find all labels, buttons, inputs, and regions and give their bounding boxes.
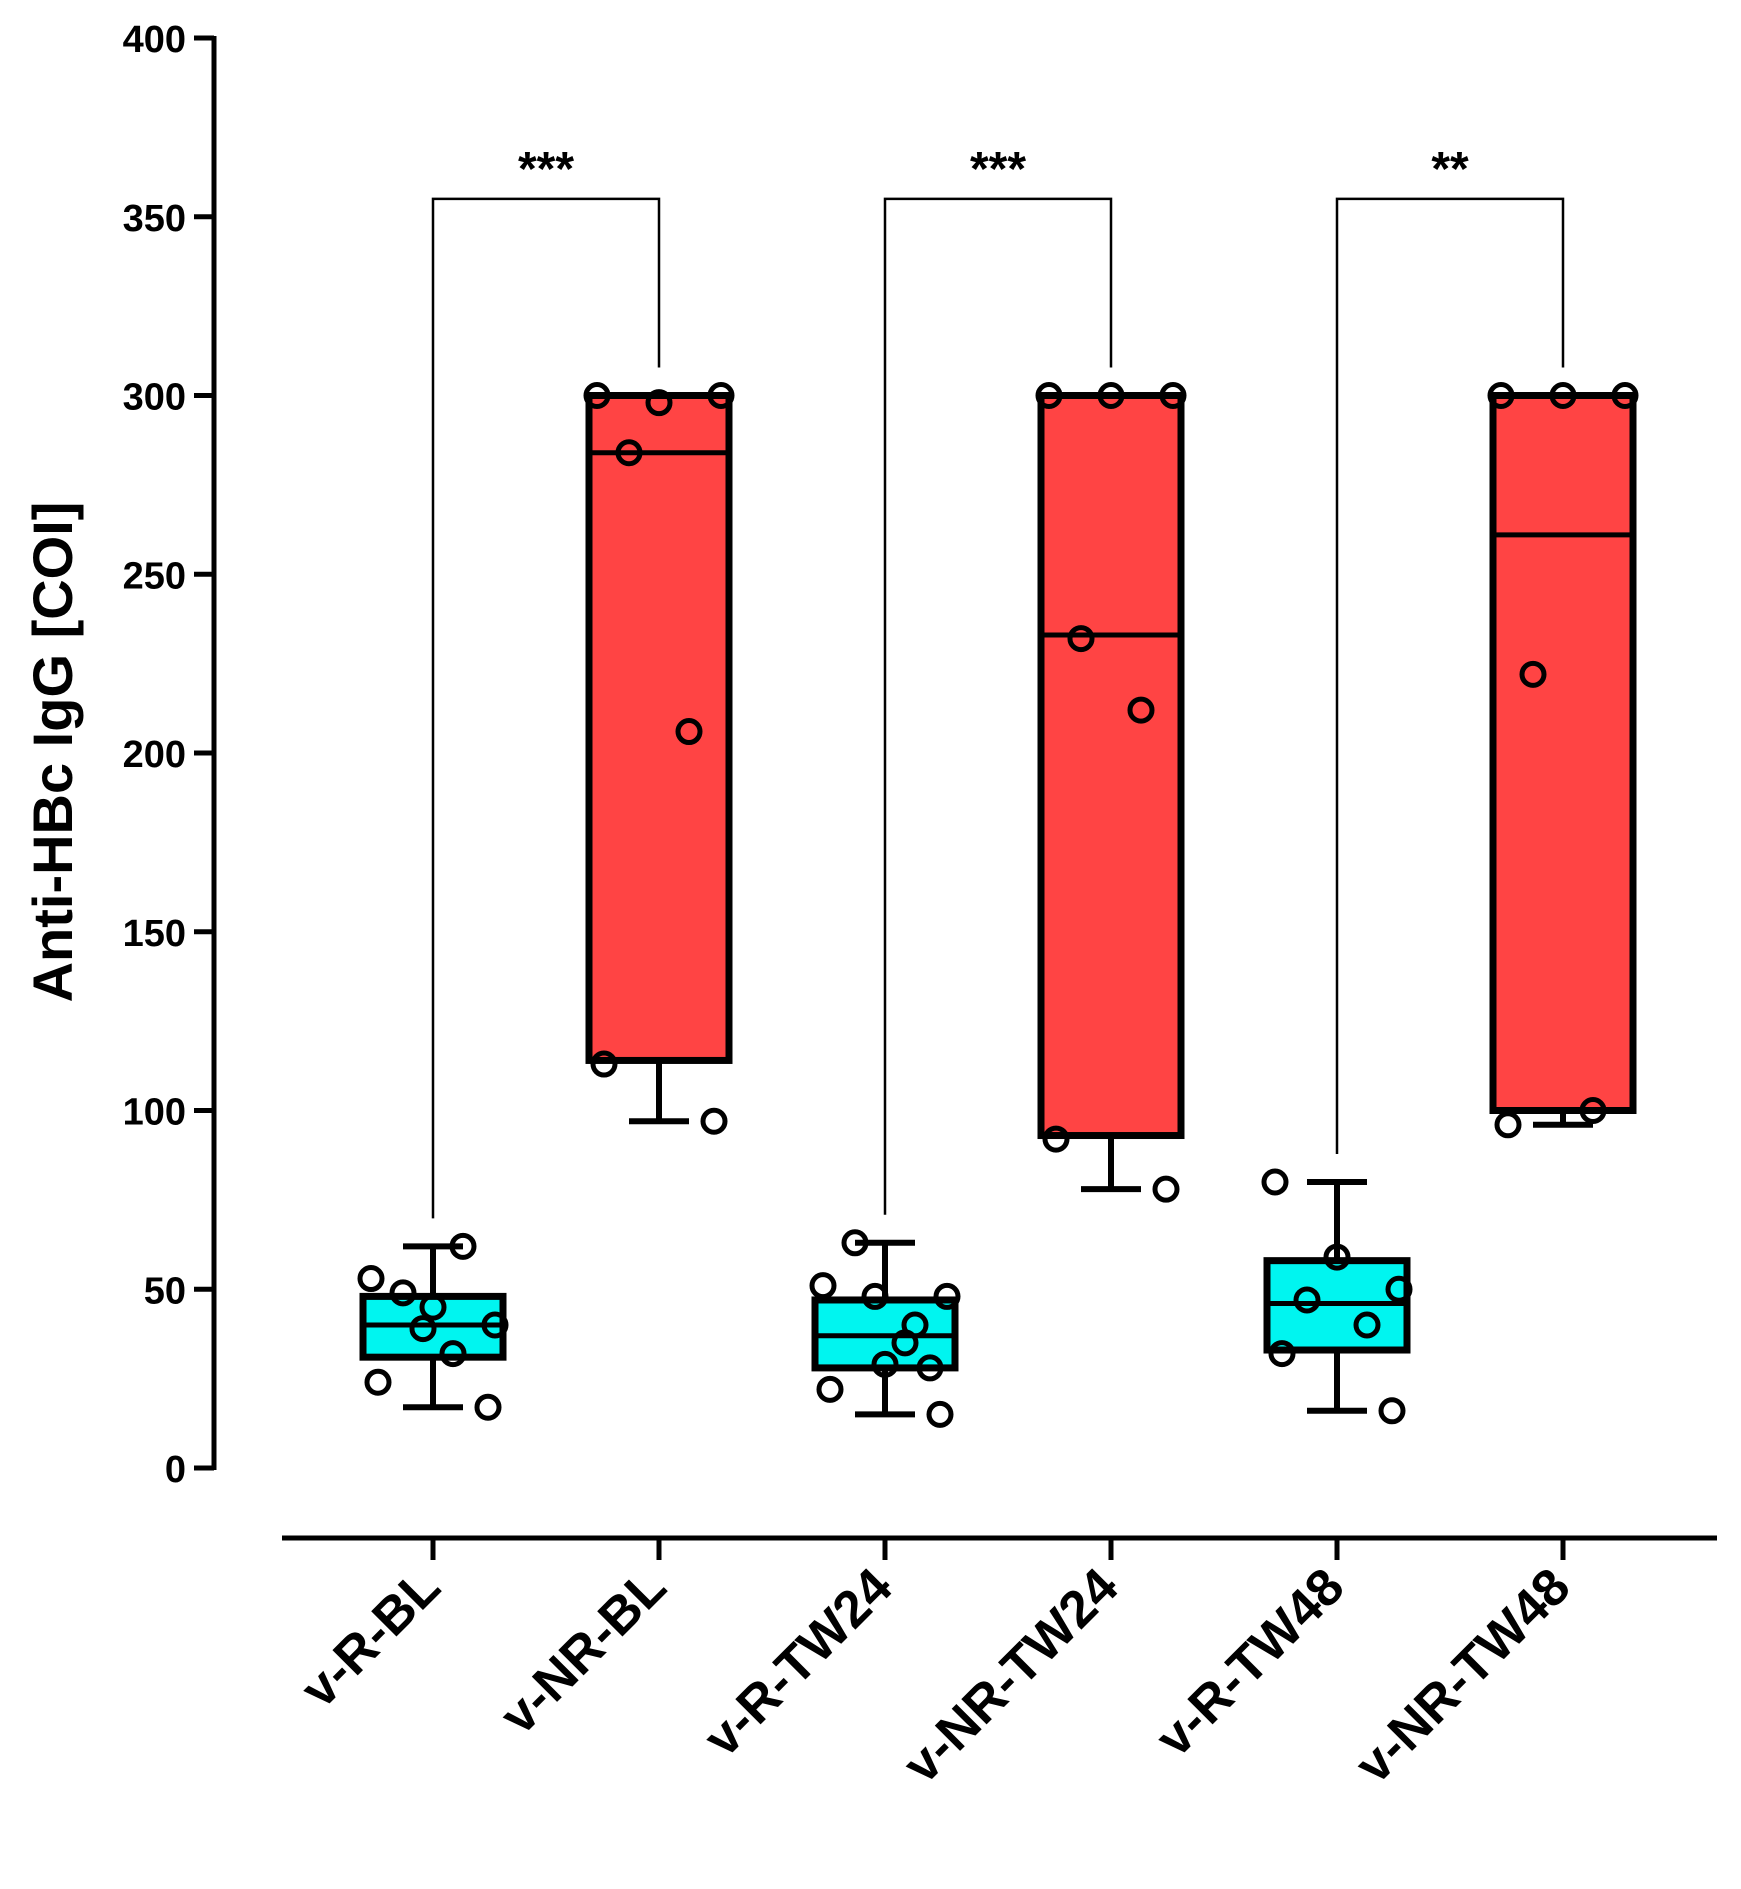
box-iqr: [585, 392, 733, 1064]
box-series: [357, 382, 1639, 1428]
data-point: [926, 1400, 954, 1428]
data-point: [1611, 382, 1639, 409]
data-point: [916, 1354, 944, 1382]
significance-label: **: [1431, 143, 1469, 196]
box-group: [357, 1232, 509, 1421]
data-point: [891, 1329, 919, 1357]
data-point: [481, 1311, 509, 1339]
box-group: [583, 382, 735, 1135]
data-point: [1519, 660, 1547, 688]
data-point: [1268, 1340, 1296, 1368]
data-point: [583, 382, 611, 409]
data-point: [1494, 1111, 1522, 1139]
y-tick-label: 400: [123, 19, 186, 61]
x-tick-label: v-R-TW48: [1145, 1557, 1356, 1768]
data-point: [871, 1350, 899, 1378]
x-tick-label: v-NR-BL: [489, 1557, 677, 1745]
data-point: [1293, 1286, 1321, 1314]
data-point: [1067, 625, 1095, 653]
data-point: [1385, 1275, 1413, 1303]
data-point: [675, 718, 703, 746]
y-tick-label: 250: [123, 555, 186, 597]
data-point: [1261, 1168, 1289, 1196]
data-point: [615, 439, 643, 467]
y-tick-label: 200: [123, 734, 186, 776]
data-point: [1127, 696, 1155, 724]
box-iqr: [1489, 392, 1637, 1114]
significance-brackets: *** *** **: [431, 143, 1565, 1219]
significance-bracket: [1335, 197, 1565, 1154]
data-point: [1323, 1243, 1351, 1271]
data-point: [439, 1340, 467, 1368]
box-group: [1035, 382, 1187, 1203]
data-point: [1035, 382, 1063, 409]
data-point: [409, 1315, 437, 1343]
data-point: [645, 389, 673, 417]
box-group: [1487, 382, 1639, 1139]
data-point: [700, 1107, 728, 1135]
data-point: [1378, 1397, 1406, 1425]
data-point: [816, 1375, 844, 1403]
y-tick-label: 300: [123, 377, 186, 419]
data-point: [1353, 1311, 1381, 1339]
data-point: [1159, 382, 1187, 409]
data-point: [357, 1265, 385, 1293]
data-point: [1549, 382, 1577, 409]
data-point: [707, 382, 735, 409]
significance-label: ***: [970, 143, 1026, 196]
data-point: [449, 1232, 477, 1260]
data-point: [364, 1368, 392, 1396]
data-point: [933, 1282, 961, 1310]
x-tick-label: v-R-BL: [290, 1557, 452, 1719]
data-point: [1579, 1097, 1607, 1124]
y-tick-label: 350: [123, 198, 186, 240]
box-group: [1261, 1168, 1413, 1425]
data-point: [809, 1272, 837, 1300]
data-point: [1042, 1125, 1070, 1153]
x-tick-label: v-NR-TW48: [1344, 1557, 1581, 1794]
data-point: [389, 1279, 417, 1307]
x-tick-label: v-R-TW24: [693, 1557, 904, 1768]
y-axis: 0 50 100 150 200 250 300 350 400: [123, 19, 217, 1491]
x-tick-label: v-NR-TW24: [892, 1557, 1129, 1794]
data-point: [419, 1293, 447, 1321]
y-tick-label: 50: [144, 1270, 186, 1312]
y-tick-label: 150: [123, 913, 186, 955]
data-point: [861, 1282, 889, 1310]
data-point: [1097, 382, 1125, 409]
significance-label: ***: [518, 143, 574, 196]
y-tick-label: 0: [165, 1449, 186, 1491]
data-point: [590, 1050, 618, 1078]
y-axis-title: Anti-HBc IgG [COI]: [21, 502, 84, 1003]
data-point: [1152, 1175, 1180, 1203]
significance-bracket: [431, 197, 661, 1219]
y-tick-label: 100: [123, 1092, 186, 1134]
box-iqr: [1037, 392, 1185, 1140]
significance-bracket: [883, 197, 1113, 1215]
data-point: [474, 1393, 502, 1421]
data-point: [841, 1229, 869, 1257]
box-group: [809, 1229, 961, 1428]
data-point: [1487, 382, 1515, 409]
